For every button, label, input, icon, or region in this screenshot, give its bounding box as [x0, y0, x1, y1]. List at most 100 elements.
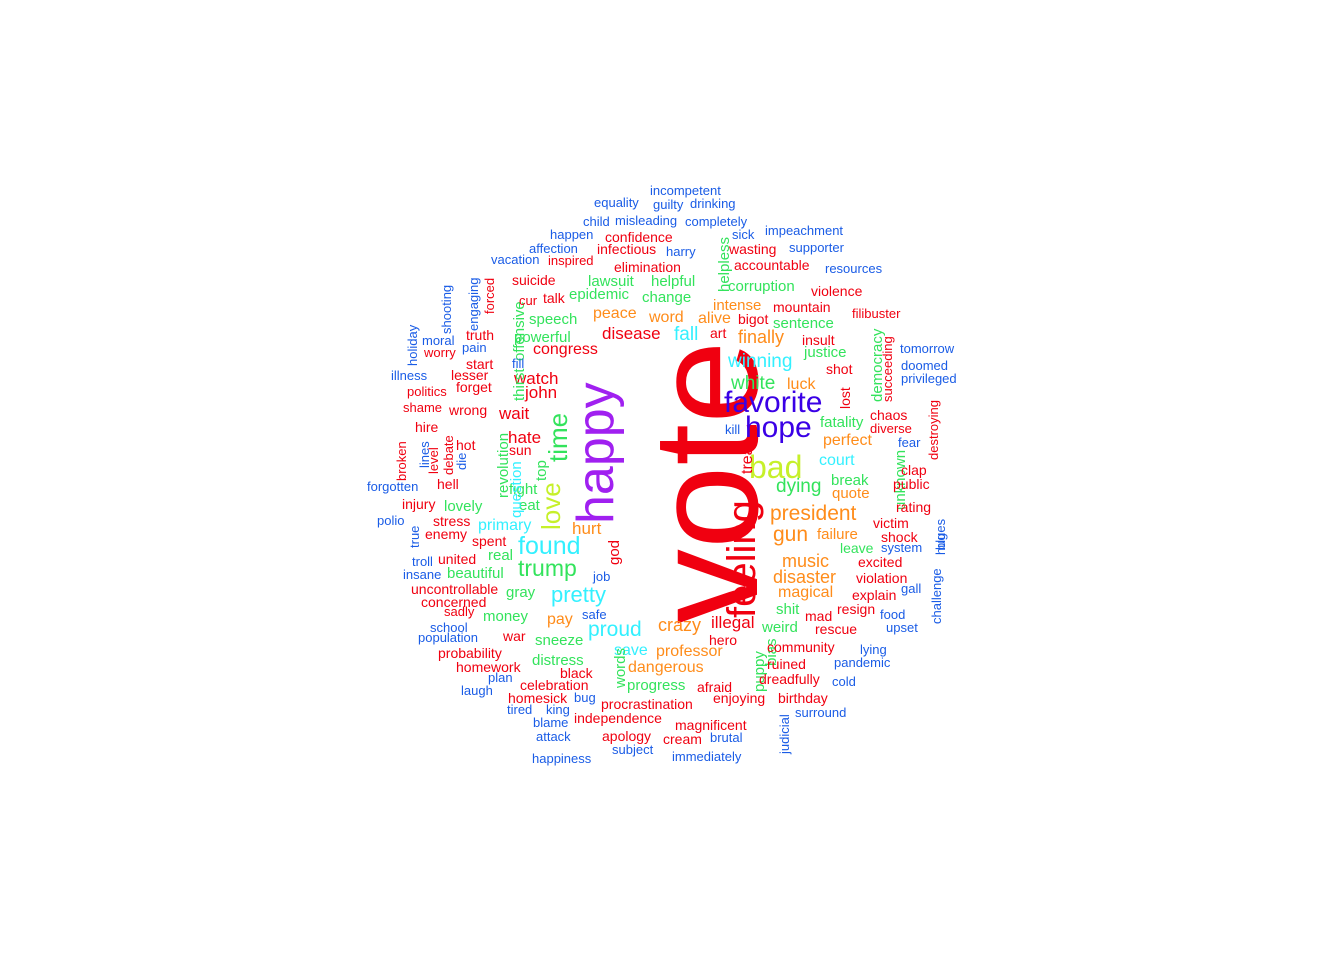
- word-elimination: elimination: [614, 259, 681, 275]
- word-guilty: guilty: [653, 197, 684, 212]
- word-forgotten: forgotten: [367, 479, 419, 494]
- word-word: word: [649, 309, 684, 326]
- word-homework: homework: [456, 659, 521, 675]
- word-magical: magical: [778, 584, 834, 601]
- word-bigot: bigot: [738, 311, 769, 327]
- word-confidence: confidence: [605, 229, 673, 245]
- word-hire: hire: [415, 419, 439, 435]
- word-shot: shot: [826, 361, 853, 377]
- word-misleading: misleading: [615, 213, 678, 228]
- word-sick: sick: [732, 227, 755, 242]
- word-luck: luck: [787, 376, 816, 393]
- word-succeeding: succeeding: [880, 336, 895, 402]
- word-feeling: feeling: [720, 500, 764, 618]
- word-supporter: supporter: [789, 240, 844, 255]
- word-sun: sun: [509, 442, 532, 458]
- word-victim: victim: [873, 515, 909, 531]
- word-insane: insane: [403, 567, 442, 582]
- word-system: system: [881, 540, 923, 555]
- word-lovely: lovely: [444, 498, 483, 515]
- word-blame: blame: [533, 715, 569, 730]
- word-population: population: [418, 630, 478, 645]
- word-thirst: thirst: [511, 368, 528, 401]
- word-rating: rating: [896, 499, 932, 515]
- word-enemy: enemy: [425, 526, 468, 542]
- word-vacation: vacation: [491, 252, 540, 267]
- word-weird: weird: [762, 619, 798, 636]
- word-epidemic: epidemic: [569, 286, 630, 303]
- word-hero: hero: [709, 632, 738, 648]
- word-happiness: happiness: [532, 751, 592, 766]
- word-court: court: [819, 452, 855, 469]
- word-shame: shame: [403, 400, 443, 415]
- word-tired: tired: [507, 702, 533, 717]
- word-disease: disease: [602, 324, 661, 343]
- word-bug: bug: [574, 690, 596, 705]
- word-cream: cream: [663, 731, 702, 747]
- word-fill: fill: [512, 356, 525, 371]
- word-professor: professor: [656, 643, 723, 660]
- word-subject: subject: [612, 742, 654, 757]
- word-safe: safe: [582, 607, 607, 622]
- word-quote: quote: [832, 485, 870, 502]
- word-proud: proud: [588, 618, 642, 641]
- word-forget: forget: [456, 379, 492, 395]
- word-hell: hell: [437, 476, 459, 492]
- word-public: public: [893, 476, 930, 492]
- word-gray: gray: [506, 584, 536, 601]
- word-die: die: [454, 452, 469, 470]
- word-john: john: [525, 383, 558, 402]
- word-illegal: illegal: [711, 613, 755, 632]
- word-accountable: accountable: [734, 257, 810, 273]
- word-probability: probability: [438, 645, 502, 661]
- word-dying: dying: [776, 476, 822, 497]
- word-mad: mad: [805, 608, 833, 624]
- word-words: words: [612, 647, 629, 688]
- word-challenge: challenge: [929, 568, 944, 624]
- word-shock: shock: [881, 529, 918, 545]
- word-break: break: [831, 472, 869, 489]
- word-finally: finally: [738, 327, 785, 347]
- word-infectious: infectious: [597, 241, 657, 257]
- word-united: united: [438, 551, 477, 567]
- word-attack: attack: [536, 729, 571, 744]
- word-progress: progress: [627, 677, 686, 694]
- word-plan: plan: [488, 670, 513, 685]
- word-hurt: hurt: [572, 519, 602, 538]
- word-troll: troll: [412, 554, 433, 569]
- word-polio: polio: [377, 513, 405, 528]
- word-fall: fall: [674, 324, 699, 345]
- word-congress: congress: [533, 341, 598, 358]
- word-music: music: [782, 551, 830, 571]
- word-community: community: [767, 639, 835, 655]
- word-watch: watch: [514, 369, 559, 388]
- word-peace: peace: [593, 305, 637, 322]
- word-violation: violation: [856, 570, 908, 586]
- word-top: top: [533, 460, 550, 481]
- word-apology: apology: [602, 728, 652, 744]
- word-powerful: powerful: [514, 329, 571, 346]
- word-primary: primary: [478, 517, 532, 534]
- word-shit: shit: [776, 601, 800, 618]
- word-equality: equality: [594, 195, 639, 210]
- word-hate: hate: [508, 428, 542, 447]
- word-beautiful: beautiful: [447, 565, 504, 582]
- word-explain: explain: [852, 587, 897, 603]
- word-judicial: judicial: [777, 714, 792, 754]
- word-dreadfully: dreadfully: [759, 671, 820, 687]
- word-change: change: [642, 289, 692, 306]
- word-brutal: brutal: [710, 730, 743, 745]
- word-hope: hope: [745, 411, 812, 444]
- word-art: art: [710, 325, 727, 341]
- word-insult: insult: [802, 332, 835, 348]
- word-money: money: [483, 608, 529, 625]
- word-offensive: offensive: [511, 301, 528, 361]
- word-white: white: [731, 373, 776, 394]
- word-president: president: [770, 502, 857, 525]
- word-fatality: fatality: [820, 414, 864, 431]
- word-leave: leave: [840, 540, 874, 556]
- word-diverse: diverse: [870, 421, 912, 436]
- word-surround: surround: [795, 705, 847, 720]
- word-lost: lost: [837, 387, 853, 409]
